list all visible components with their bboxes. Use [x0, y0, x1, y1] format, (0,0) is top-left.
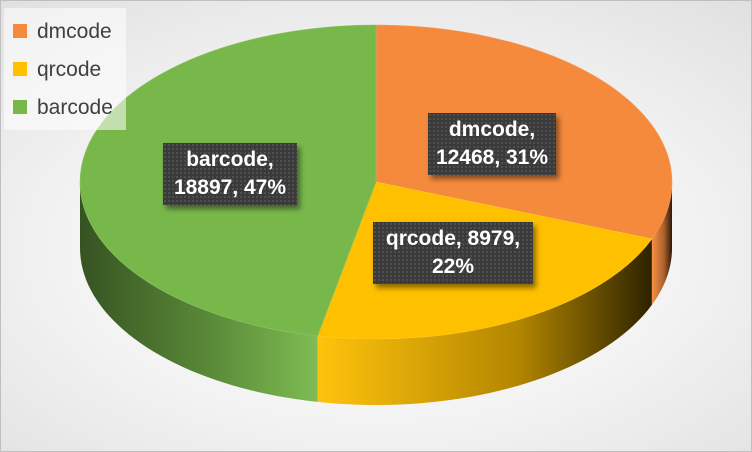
legend-swatch-qrcode — [13, 62, 27, 76]
data-label-qrcode-line2: 22% — [431, 255, 475, 278]
legend-swatch-dmcode — [13, 24, 27, 38]
data-label-dmcode-line2: 12468, 31% — [435, 146, 549, 169]
data-label-barcode: barcode, 18897, 47% — [163, 143, 297, 205]
data-label-dmcode: dmcode, 12468, 31% — [428, 113, 556, 175]
data-label-qrcode: qrcode, 8979, 22% — [373, 222, 533, 284]
data-label-barcode-line2: 18897, 47% — [173, 176, 287, 199]
pie-side-dmcode — [651, 182, 672, 305]
legend-label-dmcode: dmcode — [37, 19, 112, 43]
legend-label-barcode: barcode — [37, 95, 113, 119]
legend-item-qrcode: qrcode — [4, 50, 126, 88]
data-label-barcode-line1: barcode, — [186, 148, 274, 171]
legend-label-qrcode: qrcode — [37, 57, 102, 81]
legend-item-dmcode: dmcode — [4, 12, 126, 50]
legend-swatch-barcode — [13, 100, 27, 114]
pie-side-barcode — [80, 182, 318, 402]
data-label-qrcode-line1: qrcode, 8979, — [385, 227, 521, 250]
legend-item-barcode: barcode — [4, 88, 126, 126]
data-label-dmcode-line1: dmcode, — [448, 118, 536, 141]
pie-side-qrcode — [317, 238, 652, 405]
legend: dmcode qrcode barcode — [4, 8, 126, 130]
